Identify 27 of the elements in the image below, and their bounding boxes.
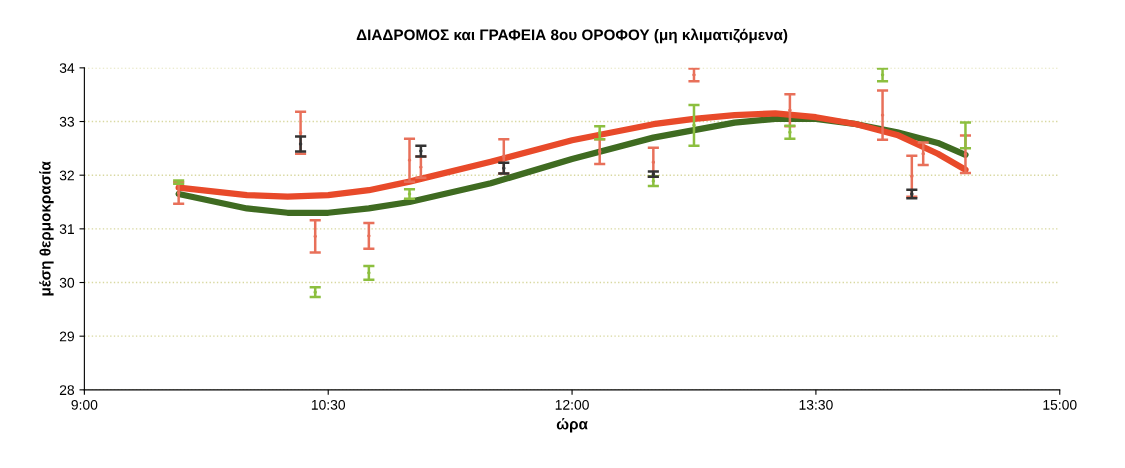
point <box>298 131 303 135</box>
point <box>419 165 423 169</box>
point <box>963 133 968 138</box>
y-axis-title: μέση θερμοκρασία <box>39 161 54 296</box>
x-tick-label: 15:00 <box>1043 399 1077 410</box>
point <box>788 108 792 112</box>
point <box>788 130 792 134</box>
y-tick-label: 29 <box>59 331 74 342</box>
x-tick-label: 9:00 <box>71 399 98 410</box>
y-tick-label: 32 <box>59 170 74 181</box>
y-tick-label: 31 <box>59 224 74 235</box>
point <box>963 152 968 156</box>
y-tick-label: 34 <box>59 63 75 74</box>
y-tick-label: 30 <box>59 277 75 288</box>
point <box>692 123 696 127</box>
y-tick-label: 33 <box>59 116 75 127</box>
x-tick-label: 12:00 <box>555 399 589 410</box>
point <box>651 160 656 165</box>
point <box>692 73 696 77</box>
x-axis-title: ώρα <box>556 418 588 433</box>
x-tick-label: 13:30 <box>799 399 833 410</box>
chart-title: ΔΙΑΔΡΟΜΟΣ και ΓΡΑΦΕΙΑ 8ου ΟΡΟΦΟΥ (μη κλιματιζόμενα) <box>356 28 788 44</box>
point <box>176 191 181 195</box>
point <box>598 149 602 154</box>
y-tick-label: 28 <box>59 385 75 396</box>
x-tick-label: 10:30 <box>311 399 346 410</box>
point <box>419 149 423 153</box>
